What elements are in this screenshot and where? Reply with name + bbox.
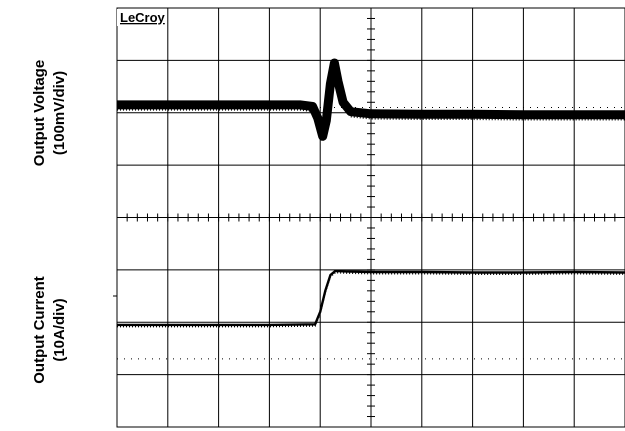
current-axis-label: Output Current (10A/div)	[31, 276, 68, 383]
current-axis-label-line1: Output Current	[31, 276, 48, 383]
scope-grid	[116, 7, 625, 428]
brand-label: LeCroy	[120, 10, 166, 25]
voltage-axis-label: Output Voltage (100mV/div)	[31, 60, 68, 166]
scope-traces	[117, 58, 625, 328]
voltage-trace	[117, 58, 625, 141]
current-trace	[117, 269, 625, 327]
current-trace-noise	[117, 271, 625, 328]
voltage-axis-label-line1: Output Voltage	[31, 60, 48, 166]
current-axis-label-line2: (10A/div)	[51, 298, 68, 361]
voltage-axis-label-line2: (100mV/div)	[51, 71, 68, 155]
brand-label-background	[117, 9, 167, 26]
